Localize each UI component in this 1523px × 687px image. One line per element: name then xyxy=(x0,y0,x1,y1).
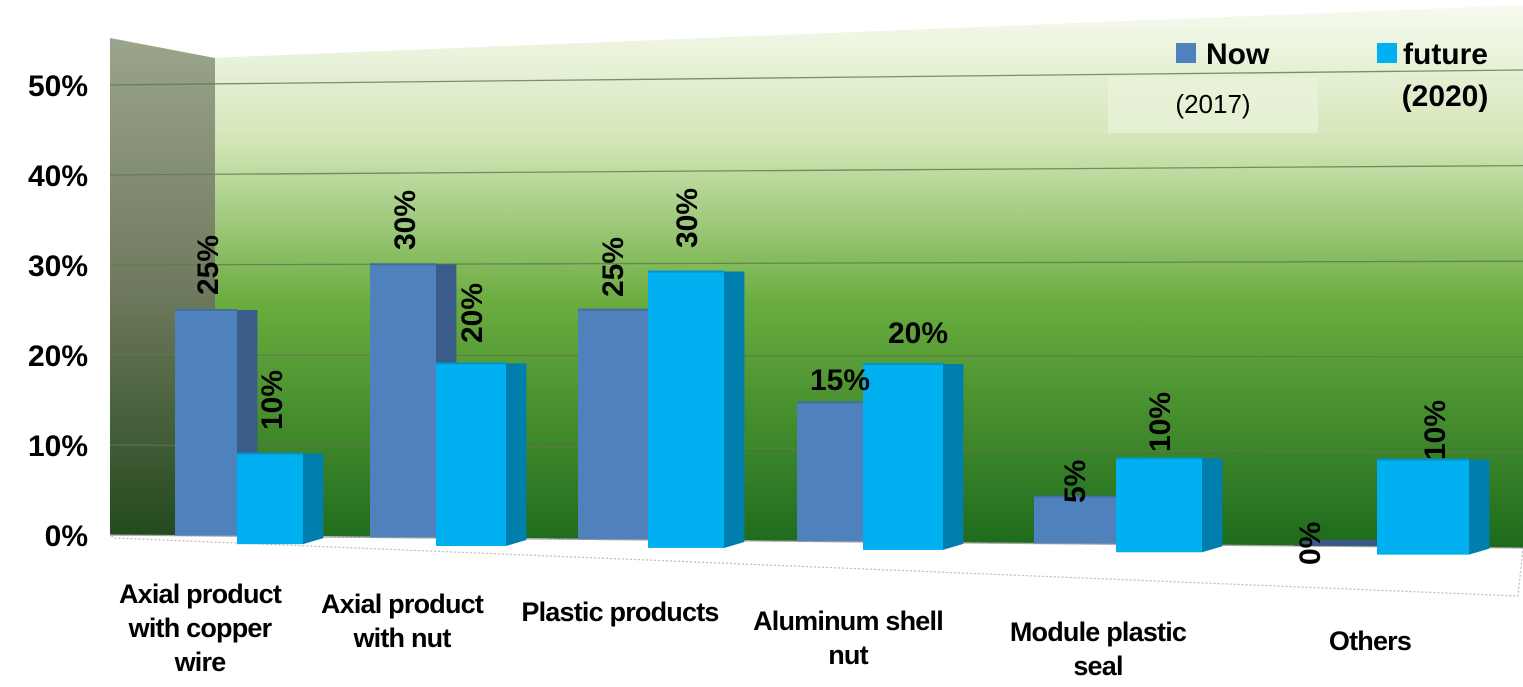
bar-front xyxy=(648,271,724,548)
data-label: 5% xyxy=(1059,460,1092,503)
legend-label: future xyxy=(1403,38,1488,71)
category-label: wire xyxy=(174,647,227,677)
category-label: with nut xyxy=(352,623,451,653)
bar-front xyxy=(237,453,303,545)
data-label: 25% xyxy=(597,237,630,297)
legend-swatch xyxy=(1176,43,1196,63)
gridline xyxy=(109,260,1523,266)
bar-future-0 xyxy=(237,452,324,545)
data-label: 10% xyxy=(1144,392,1177,452)
gridline xyxy=(109,534,1523,549)
bar-front xyxy=(175,309,237,536)
data-label: 10% xyxy=(1419,400,1452,460)
legend-sublabel: (2017) xyxy=(1175,89,1250,119)
data-label: 10% xyxy=(256,370,289,430)
bar-future-2 xyxy=(648,270,745,548)
category-label: Module plastic xyxy=(1010,617,1187,647)
data-label: 20% xyxy=(456,283,489,343)
category-label: Axial product xyxy=(321,589,484,619)
bar-side xyxy=(506,363,527,546)
bar-front xyxy=(370,264,436,538)
bar-side xyxy=(943,363,964,550)
gridline xyxy=(109,354,1523,358)
bar-front xyxy=(578,309,648,540)
bar-front xyxy=(863,363,943,550)
bar-future-5 xyxy=(1377,458,1490,555)
legend-label: Now xyxy=(1206,38,1270,71)
category-label: Aluminum shell xyxy=(753,606,943,636)
category-label: Plastic products xyxy=(521,597,718,627)
category-label: Axial product xyxy=(119,579,282,609)
data-label: 30% xyxy=(389,190,422,250)
bar-flat xyxy=(1293,539,1397,546)
y-tick-label: 30% xyxy=(28,250,88,283)
data-label: 0% xyxy=(1294,522,1327,565)
y-tick-label: 20% xyxy=(28,340,88,373)
data-label: 20% xyxy=(888,317,948,350)
y-tick-label: 40% xyxy=(28,160,88,193)
category-label: seal xyxy=(1073,651,1122,681)
bar-side xyxy=(724,271,745,548)
bar-now-5 xyxy=(1293,539,1397,546)
bar-side xyxy=(303,453,324,545)
bar-future-3 xyxy=(863,362,964,550)
legend-note-box xyxy=(1108,77,1318,133)
category-label: Others xyxy=(1329,626,1411,656)
data-label: 30% xyxy=(671,188,704,248)
data-label: 25% xyxy=(192,235,225,295)
legend-swatch xyxy=(1377,43,1397,63)
bar-side xyxy=(1202,458,1223,553)
y-tick-label: 50% xyxy=(28,70,88,103)
legend-sublabel: (2020) xyxy=(1402,80,1489,113)
gridline xyxy=(109,164,1523,176)
bar-front xyxy=(797,402,863,542)
category-label: with copper xyxy=(128,613,273,643)
back-wall xyxy=(210,5,1523,548)
bar-future-4 xyxy=(1116,457,1223,553)
data-label: 15% xyxy=(810,364,870,397)
bar-front xyxy=(1116,458,1202,553)
y-tick-label: 0% xyxy=(45,520,88,553)
bars xyxy=(175,263,1490,555)
gridline xyxy=(109,69,1523,86)
bar-front xyxy=(436,363,506,546)
y-tick-label: 10% xyxy=(28,430,88,463)
bar-front xyxy=(1377,459,1469,555)
bar-side xyxy=(1469,459,1490,555)
bar-future-1 xyxy=(436,362,527,546)
category-label: nut xyxy=(828,640,868,670)
bar-front xyxy=(1034,496,1116,544)
